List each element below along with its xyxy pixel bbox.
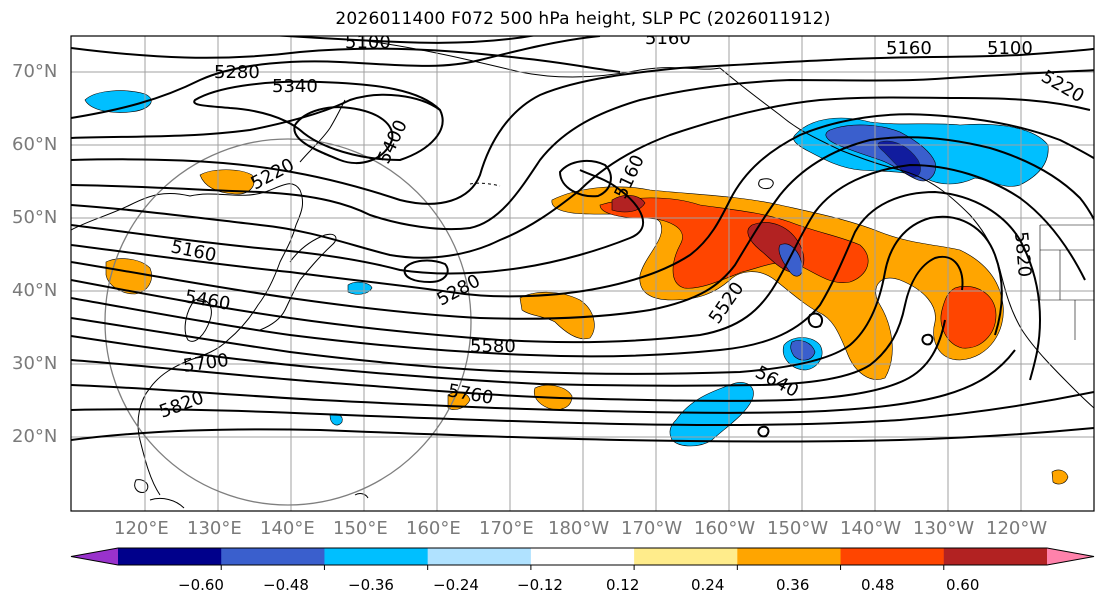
lat-label: 70°N [12, 61, 58, 82]
contour-label: 5160 [645, 28, 691, 49]
contour-label: 5820 [1010, 231, 1035, 278]
lon-label: 180°W [548, 518, 610, 539]
map-title: 2026011400 F072 500 hPa height, SLP PC (… [335, 9, 831, 29]
lat-label: 50°N [12, 207, 58, 228]
colorbar-outline [70, 547, 1095, 566]
reference-circle [104, 138, 472, 506]
colorbar-swatch [324, 548, 429, 565]
colorbar-swatch [427, 548, 532, 565]
contour-label: 5100 [987, 38, 1033, 59]
colorbar-swatch [221, 548, 325, 565]
contour-label: 5100 [345, 32, 391, 53]
lon-label: 150°W [767, 518, 829, 539]
lon-label: 170°W [621, 518, 683, 539]
lon-label: 140°E [260, 518, 315, 539]
colorbar-tick-label: −0.12 [517, 576, 563, 594]
colorbar-tick-label: 0.24 [691, 576, 725, 594]
colorbar-tick-label: 0.36 [776, 576, 810, 594]
coastlines [71, 39, 1094, 509]
contour-label: 5280 [214, 62, 260, 83]
colorbar-tick-label: 0.12 [606, 576, 640, 594]
lat-label: 60°N [12, 134, 58, 155]
lon-label: 160°E [406, 518, 461, 539]
grid-lines [71, 36, 1094, 511]
lat-label: 40°N [12, 280, 58, 301]
colorbar-swatch [840, 548, 945, 565]
colorbar-tick-label: 0.60 [946, 576, 980, 594]
plot-border [70, 35, 1095, 512]
colorbar-extend-high [1047, 548, 1094, 565]
borders [1030, 224, 1094, 340]
colorbar-tick-label: 0.48 [861, 576, 895, 594]
colorbar-swatch [634, 548, 738, 565]
lon-label: 170°E [479, 518, 534, 539]
colorbar-swatch [530, 548, 635, 565]
colorbar-tick-label: −0.60 [178, 576, 224, 594]
lon-label: 130°E [187, 518, 242, 539]
lon-label: 120°W [986, 518, 1048, 539]
colorbar-tick-label: −0.24 [433, 576, 479, 594]
colorbar-tick-label: −0.48 [263, 576, 309, 594]
colorbar-swatch [737, 548, 842, 565]
contour-label: 5340 [272, 76, 318, 97]
colorbar-tick-label: −0.36 [348, 576, 394, 594]
lon-label: 130°W [913, 518, 975, 539]
contour-label: 5160 [886, 38, 932, 59]
lon-label: 120°E [114, 518, 169, 539]
lon-label: 150°E [333, 518, 388, 539]
lon-label: 160°W [694, 518, 756, 539]
colorbar-swatch [118, 548, 222, 565]
colorbar-extend-low [71, 548, 118, 565]
lat-label: 20°N [12, 426, 58, 447]
contour-label: 5580 [470, 336, 516, 357]
lon-label: 140°W [840, 518, 902, 539]
colorbar-swatch [943, 548, 1048, 565]
lat-label: 30°N [12, 353, 58, 374]
colorbar [70, 547, 1095, 570]
height-contours [71, 36, 1094, 443]
